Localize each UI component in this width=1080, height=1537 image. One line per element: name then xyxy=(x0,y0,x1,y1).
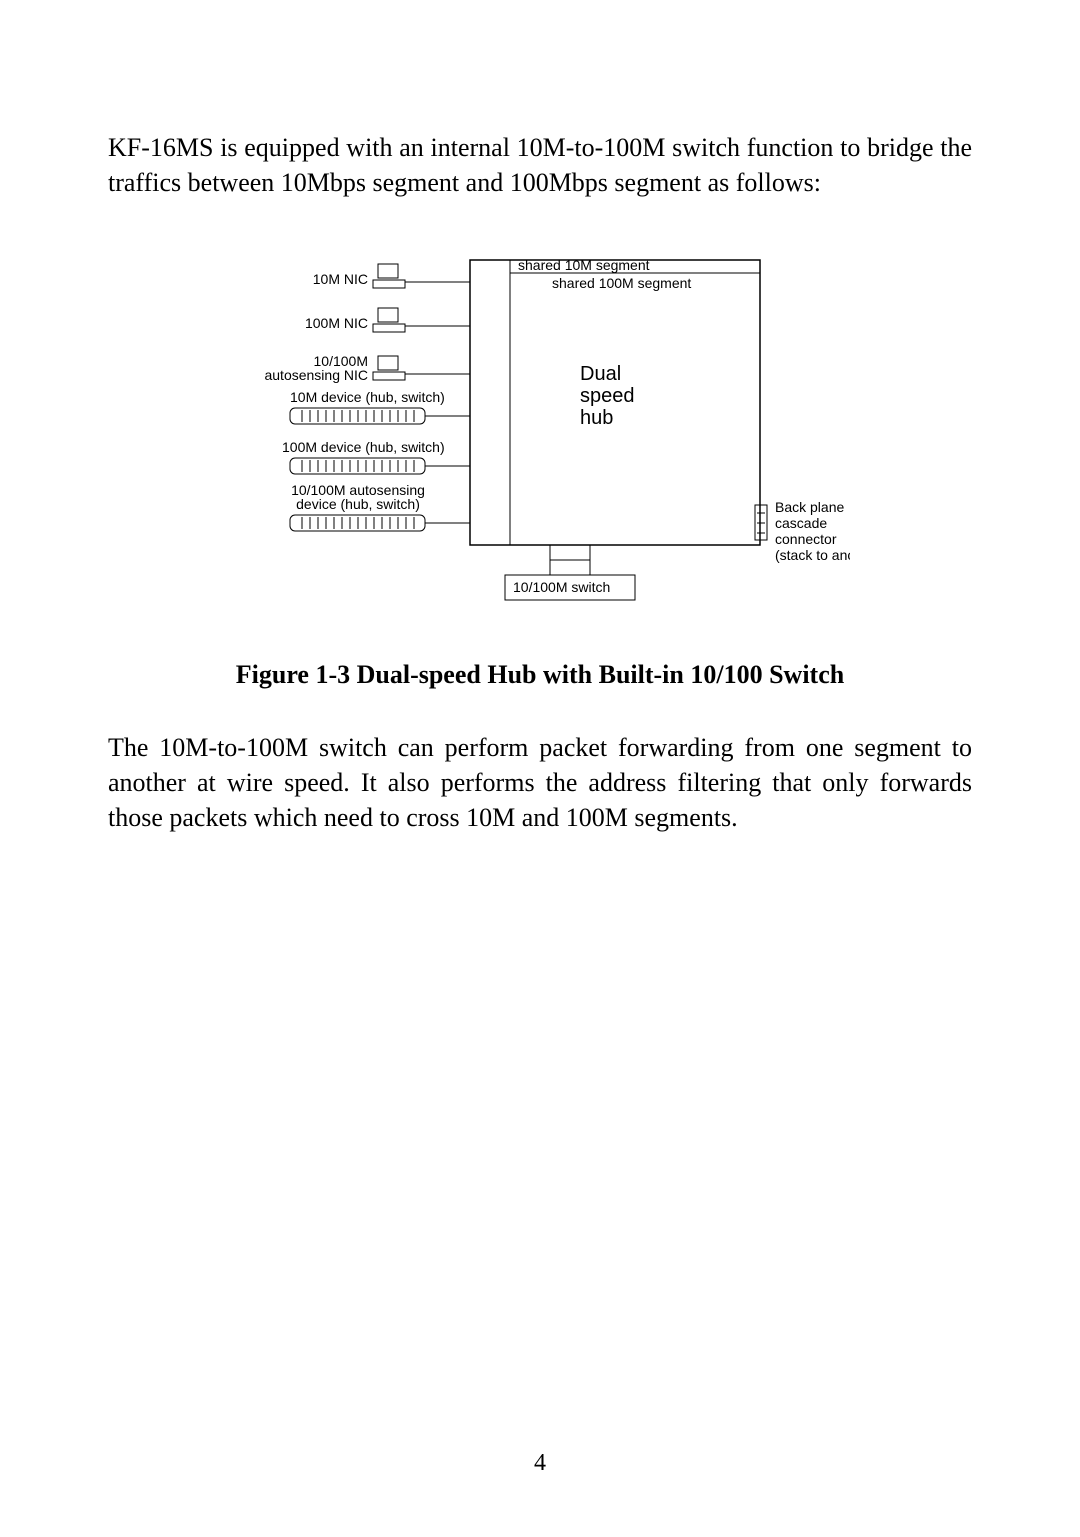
autonic-label-2: autosensing NIC xyxy=(264,367,368,383)
intro-paragraph: KF-16MS is equipped with an internal 10M… xyxy=(108,130,972,200)
backplane-l4: (stack to another hub) xyxy=(775,547,850,563)
dev10-label: 10M device (hub, switch) xyxy=(290,389,445,405)
pc-icon xyxy=(373,308,405,332)
autodev-label-2: device (hub, switch) xyxy=(296,496,420,512)
figure-caption: Figure 1-3 Dual-speed Hub with Built-in … xyxy=(108,660,972,690)
nic10-label: 10M NIC xyxy=(313,271,368,287)
backplane-l3: connector xyxy=(775,531,837,547)
closing-paragraph: The 10M-to-100M switch can perform packe… xyxy=(108,730,972,835)
nic100-label: 100M NIC xyxy=(305,315,368,331)
hub-label-3: hub xyxy=(580,407,613,429)
diagram: shared 10M segment shared 100M segment D… xyxy=(230,240,850,615)
hub-label-2: speed xyxy=(580,385,635,407)
backplane-l2: cascade xyxy=(775,515,827,531)
segment-100m-label: shared 100M segment xyxy=(552,275,691,291)
dev100-label: 100M device (hub, switch) xyxy=(282,439,445,455)
backplane-l1: Back plane xyxy=(775,499,844,515)
page-number: 4 xyxy=(0,1450,1080,1477)
pc-icon xyxy=(373,356,405,380)
segment-10m-label: shared 10M segment xyxy=(518,257,650,273)
hub-label-1: Dual xyxy=(580,363,621,385)
switch-label: 10/100M switch xyxy=(513,579,610,595)
pc-icon xyxy=(373,264,405,288)
